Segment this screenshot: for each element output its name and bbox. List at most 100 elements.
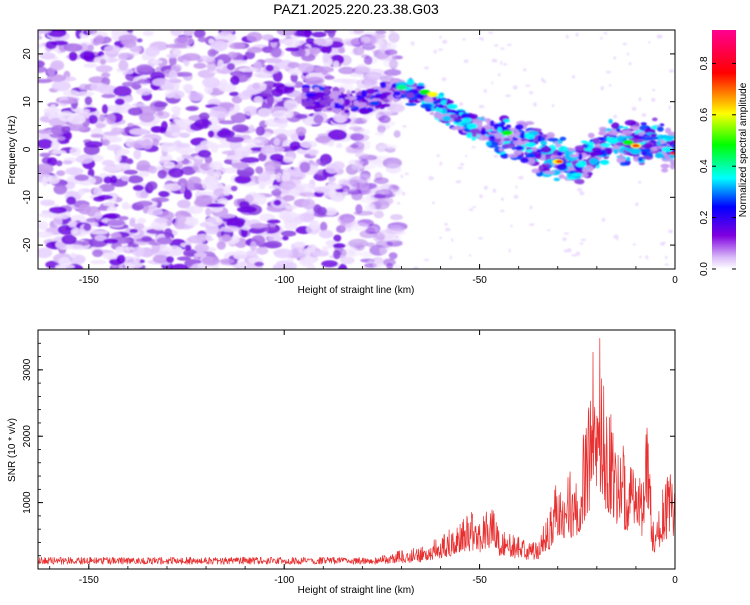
figure-title: PAZ1.2025.220.23.38.G03 <box>273 1 439 17</box>
spectrogram-signal-blob <box>324 87 329 95</box>
spectrogram-noise-blob <box>140 190 149 199</box>
spectrogram-noise-blob <box>384 69 402 76</box>
spectrogram-noise-blob <box>68 51 78 61</box>
spectrogram-noise-blob <box>195 191 215 197</box>
spectrogram-noise-blob <box>263 132 272 138</box>
spectrogram-noise-blob <box>338 47 346 54</box>
spectrogram-noise-blob <box>220 226 241 232</box>
spectrogram-noise-blob <box>313 114 324 124</box>
spectrogram-noise-blob <box>230 112 247 124</box>
spectrogram-noise-blob <box>352 69 364 75</box>
spectrogram-noise-blob <box>154 217 169 224</box>
spectrogram-speckle <box>638 180 642 184</box>
spectrogram-noise-blob <box>295 126 307 136</box>
spectrogram-signal-blob <box>477 135 490 141</box>
spectrogram-speckle <box>439 35 442 39</box>
spectrogram-noise-blob <box>226 217 246 226</box>
spectrogram-noise-blob <box>159 142 177 153</box>
spectrogram-noise-blob <box>205 216 223 227</box>
spectrogram-signal-blob <box>346 89 351 97</box>
spectrogram-noise-blob <box>226 63 236 71</box>
spectrogram-signal-blob <box>569 154 579 158</box>
spectrogram-speckle <box>551 104 555 108</box>
spectrogram-signal-blob <box>519 132 525 139</box>
spectrogram-noise-blob <box>320 161 327 167</box>
spectrogram-noise-blob <box>236 260 248 269</box>
spectrogram-signal-blob <box>652 117 658 122</box>
spectrogram-noise-blob <box>39 52 56 60</box>
spectrogram-noise-blob <box>38 60 45 68</box>
spectrogram-signal-blob <box>567 148 577 152</box>
spectrogram-noise-blob <box>168 55 177 66</box>
spectrogram-noise-blob <box>351 161 363 171</box>
spectrogram-noise-blob <box>285 204 298 210</box>
snr-ylabel: SNR (10 * v/v) <box>7 418 18 482</box>
spectrogram-noise-blob <box>272 70 283 82</box>
spectrogram-noise-blob <box>50 125 66 136</box>
spectrogram-signal-blob <box>330 102 335 108</box>
spectrogram-noise-blob <box>187 180 195 191</box>
spectrogram-noise-blob <box>180 166 196 176</box>
spectrogram-noise-blob <box>234 146 252 157</box>
spectrogram-signal-blob <box>649 146 658 152</box>
spectrogram-signal-blob <box>587 132 595 139</box>
spectrogram-noise-blob <box>257 171 271 182</box>
spectrogram-signal-blob <box>571 172 583 177</box>
snr-ytick-label: 3000 <box>22 358 33 381</box>
spectrogram-noise-blob <box>145 46 161 57</box>
spectrogram-noise-blob <box>56 170 66 177</box>
spectrogram-noise-blob <box>225 136 245 143</box>
spectrogram-speckle <box>645 255 649 260</box>
spectrogram-noise-blob <box>319 221 328 232</box>
snr-ytick-label: 2000 <box>22 425 33 448</box>
spectrogram-speckle <box>472 206 477 209</box>
spectrogram-noise-blob <box>234 175 252 184</box>
spectrogram-peak-blob <box>395 84 407 90</box>
spectrogram-noise-blob <box>101 159 115 167</box>
spectrogram-speckle <box>508 248 511 253</box>
spectrogram-noise-blob <box>281 236 289 241</box>
spectrogram-noise-blob <box>218 82 237 93</box>
spectrogram-speckle <box>605 70 611 74</box>
spectrogram-noise-blob <box>307 244 316 254</box>
spectrogram-noise-blob <box>84 96 93 106</box>
spectrogram-noise-blob <box>38 66 47 73</box>
spectrogram-noise-blob <box>314 66 335 73</box>
spectrogram-signal-blob <box>330 90 342 96</box>
spectrogram-speckle <box>471 146 476 149</box>
spectrogram-noise-blob <box>147 208 163 216</box>
spectrogram-noise-blob <box>81 240 91 246</box>
spectrogram-noise-blob <box>38 30 52 34</box>
spectrogram-noise-blob <box>148 165 158 174</box>
spectrogram-peak-blob <box>669 151 675 155</box>
spectrogram-speckle <box>463 59 469 63</box>
spectrogram-noise-blob <box>121 175 130 182</box>
spectrogram-noise-blob <box>173 118 185 124</box>
spectrogram-noise-blob <box>382 59 400 68</box>
spectrogram-signal-blob <box>556 163 567 171</box>
spectrogram-signal-blob <box>507 153 518 158</box>
spectrogram-noise-blob <box>90 230 109 235</box>
spectrogram-signal-blob <box>640 156 652 160</box>
spectrogram-signal-blob <box>380 81 387 89</box>
spectrogram-xlabel: Height of straight line (km) <box>298 285 415 296</box>
spectrogram-noise-blob <box>118 60 129 71</box>
spectrogram-noise-blob <box>269 153 284 162</box>
spectrogram-noise-blob <box>183 30 194 37</box>
spectrogram-noise-blob <box>136 64 153 73</box>
spectrogram-noise-blob <box>303 30 312 38</box>
spectrogram-noise-blob <box>349 144 359 149</box>
spectrogram-signal-blob <box>483 118 492 123</box>
spectrogram-signal-blob <box>451 126 458 131</box>
spectrogram-noise-blob <box>230 185 238 192</box>
spectrogram-noise-blob <box>359 129 371 135</box>
spectrogram-noise-blob <box>378 115 391 124</box>
spectrogram-noise-blob <box>170 30 183 37</box>
spectrogram-noise-blob <box>348 238 369 248</box>
spectrogram-noise-blob <box>51 80 71 92</box>
spectrogram-noise-blob <box>38 78 53 84</box>
spectrogram-signal-blob <box>659 123 665 127</box>
spectrogram-signal-blob <box>656 140 662 147</box>
spectrogram-noise-blob <box>78 189 85 196</box>
spectrogram-noise-blob <box>188 235 207 244</box>
